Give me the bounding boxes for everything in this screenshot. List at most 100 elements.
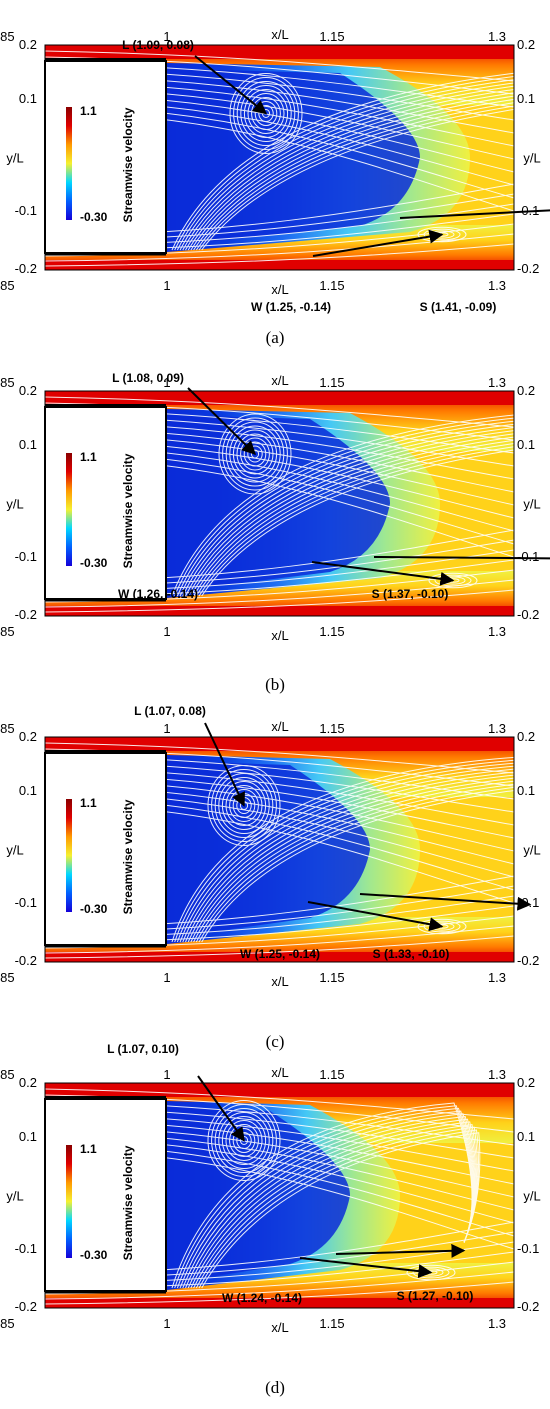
y-tick-label-left: -0.1 (15, 549, 37, 564)
point-label-W: W (1.24, -0.14) (222, 1291, 302, 1305)
point-label-L: L (1.07, 0.10) (107, 1042, 179, 1056)
y-axis-label-right: y/L (523, 151, 540, 166)
colorbar (66, 453, 72, 566)
y-tick-label-right: -0.1 (517, 549, 539, 564)
panel-caption: (c) (266, 1032, 285, 1051)
arrow-to-W (307, 901, 444, 932)
point-label-L: L (1.09, 0.08) (122, 38, 194, 52)
arrow-to-S (335, 1243, 466, 1258)
recirculation-streamline (171, 411, 550, 597)
vortex-streamline (236, 433, 274, 475)
recirculation-streamline (198, 1129, 480, 1289)
point-label-W: W (1.26, -0.14) (118, 587, 198, 601)
x-tick-label-top: 0.85 (0, 721, 15, 736)
x-tick-label-top: 1 (163, 1067, 170, 1082)
recirculation-streamline (176, 74, 550, 251)
arrow-to-W (312, 229, 444, 257)
vortex-streamline (229, 1124, 259, 1157)
recirculation-streamline (185, 426, 550, 597)
recirculation-streamline (190, 90, 550, 251)
arrow-to-S (399, 209, 550, 219)
colorbar-min-label: -0.30 (80, 902, 108, 916)
x-tick-label-bottom: 1 (163, 624, 170, 639)
lower-streamline (44, 243, 515, 267)
bluff-body (44, 60, 167, 254)
x-tick-label-bottom: 1 (163, 970, 170, 985)
x-tick-label-top: 0.85 (0, 29, 15, 44)
recirculation-streamline (193, 93, 550, 251)
y-axis-label-left: y/L (6, 1189, 23, 1204)
x-tick-label-bottom: 1.15 (319, 278, 344, 293)
x-tick-label-bottom: 0.85 (0, 278, 15, 293)
recirculation-streamline (195, 97, 550, 251)
y-tick-label-left: -0.1 (15, 203, 37, 218)
point-label-W: W (1.25, -0.14) (251, 300, 331, 314)
x-tick-label-bottom: 0.85 (0, 624, 15, 639)
panel-caption: (a) (266, 328, 285, 347)
vortex-streamline (222, 417, 288, 491)
freestream-bottom (45, 260, 514, 270)
point-label-S: S (1.27, -0.10) (397, 1289, 474, 1303)
y-tick-label-right: 0.2 (517, 37, 535, 52)
y-tick-label-left: 0.2 (19, 383, 37, 398)
arrow-to-L (204, 722, 245, 807)
y-axis-label-left: y/L (6, 497, 23, 512)
vortex-streamline (229, 789, 259, 822)
y-tick-label-left: -0.1 (15, 1241, 37, 1256)
x-tick-label-bottom: 1.3 (488, 970, 506, 985)
vortex-streamline (251, 97, 281, 130)
x-axis-label-top: x/L (271, 1065, 288, 1080)
panel-b: 1.1 -0.30 Streamwise velocity 0.85 0.85 1 1 1.1… (0, 371, 550, 694)
y-tick-label-right: -0.1 (517, 1241, 539, 1256)
x-tick-label-bottom: 1.3 (488, 624, 506, 639)
plot-frame (44, 736, 515, 963)
x-tick-label-top: 1.3 (488, 375, 506, 390)
x-axis-label-top: x/L (271, 373, 288, 388)
vortex-streamline (221, 1116, 267, 1165)
recirculation-streamline (193, 435, 550, 597)
x-tick-label-top: 0.85 (0, 375, 15, 390)
recirculation-streamline (190, 432, 550, 597)
x-tick-label-top: 1.3 (488, 1067, 506, 1082)
x-tick-label-bottom: 1 (163, 1316, 170, 1331)
y-tick-label-left: -0.2 (15, 953, 37, 968)
y-tick-label-left: -0.2 (15, 261, 37, 276)
recirculation-streamline (176, 417, 550, 597)
arrow-to-L (197, 1075, 245, 1142)
y-tick-label-right: -0.1 (517, 895, 539, 910)
recirculation-streamline (201, 786, 547, 943)
y-axis-label-left: y/L (6, 843, 23, 858)
vortex-streamline (229, 425, 281, 483)
vortex-streamline (218, 1112, 270, 1169)
x-tick-label-top: 1.3 (488, 721, 506, 736)
vortex-streamline (243, 89, 289, 138)
recirculation-streamline (174, 71, 550, 251)
bluff-body (44, 406, 167, 600)
y-axis-label-right: y/L (523, 1189, 540, 1204)
colorbar (66, 799, 72, 912)
upper-streamline (44, 50, 515, 82)
freestream-top (45, 391, 514, 405)
vortex-streamline (225, 785, 263, 826)
colorbar-max-label: 1.1 (80, 450, 97, 464)
point-label-S: S (1.33, -0.10) (373, 947, 450, 961)
x-tick-label-bottom: 1.3 (488, 1316, 506, 1331)
arrow-to-W (311, 561, 455, 586)
y-tick-label-left: -0.1 (15, 895, 37, 910)
recirculation-streamline (185, 84, 550, 251)
x-tick-label-top: 1.3 (488, 29, 506, 44)
recirculation-streamline (171, 68, 550, 251)
recirculation-streamline (187, 87, 550, 251)
vortex-streamline (214, 773, 274, 838)
colorbar-min-label: -0.30 (80, 210, 108, 224)
x-tick-label-bottom: 1.3 (488, 278, 506, 293)
y-tick-label-left: -0.2 (15, 607, 37, 622)
x-axis-label-top: x/L (271, 27, 288, 42)
panel-caption: (d) (265, 1378, 285, 1397)
recirculation-streamline (174, 414, 550, 597)
y-tick-label-left: 0.1 (19, 437, 37, 452)
y-tick-label-right: -0.2 (517, 607, 539, 622)
recirculation-streamline (201, 103, 550, 251)
y-tick-label-right: 0.2 (517, 729, 535, 744)
